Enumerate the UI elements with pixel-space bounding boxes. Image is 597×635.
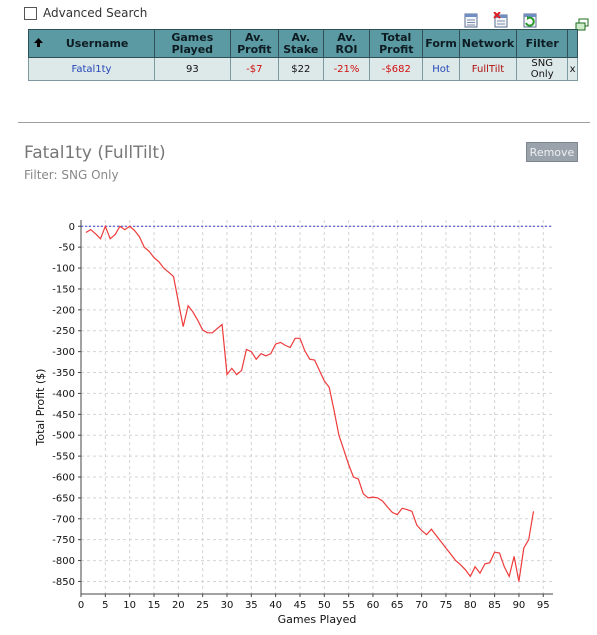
sort-up-icon[interactable]: [33, 37, 44, 51]
x-tick-label: 35: [245, 600, 258, 611]
table-toolbar: [460, 11, 591, 33]
x-tick-label: 95: [537, 600, 550, 611]
delete-icon[interactable]: [493, 11, 509, 28]
y-tick-label: -750: [52, 535, 75, 546]
col-av-stake[interactable]: Av. Stake: [277, 29, 324, 58]
x-tick-label: 75: [440, 600, 453, 611]
y-tick-label: -850: [52, 577, 75, 588]
x-tick-label: 45: [294, 600, 307, 611]
col-games-played[interactable]: Games Played: [153, 29, 231, 58]
cell-total-profit: -$682: [369, 57, 424, 81]
y-tick-label: -50: [59, 243, 75, 254]
y-tick-label: -650: [52, 493, 75, 504]
cell-av-stake: $22: [277, 57, 324, 81]
y-tick-label: -800: [52, 556, 75, 567]
export-icon[interactable]: [463, 12, 479, 28]
y-axis-ticks: 0 -50 -100 -150 -200 -250 -300 -350 -400 -450 -500…: [52, 222, 81, 588]
col-total-profit[interactable]: Total Profit: [369, 29, 424, 58]
stats-table: Username Games Played Av. Profit Av. Sta…: [28, 29, 578, 81]
x-tick-label: 85: [488, 600, 501, 611]
cell-username[interactable]: Fatal1ty: [28, 57, 155, 81]
cell-filter: SNG Only: [516, 57, 569, 81]
x-tick-label: 70: [415, 600, 428, 611]
x-tick-label: 0: [78, 600, 84, 611]
col-remove: [567, 29, 578, 58]
x-tick-label: 25: [196, 600, 209, 611]
col-filter[interactable]: Filter: [516, 29, 569, 58]
y-tick-label: -250: [52, 326, 75, 337]
x-tick-label: 50: [318, 600, 331, 611]
y-tick-label: -550: [52, 452, 75, 463]
x-axis-ticks: 0 5 10 15 20 25 30 35 40 45 50 55 60 65 70 75 80 85 90 95: [78, 594, 550, 611]
col-av-roi[interactable]: Av. ROI: [322, 29, 371, 58]
x-axis-label: Games Played: [278, 613, 357, 626]
series-line-0: [85, 224, 535, 582]
x-tick-label: 5: [102, 600, 108, 611]
x-tick-label: 80: [464, 600, 477, 611]
y-tick-label: -500: [52, 431, 75, 442]
x-tick-label: 90: [513, 600, 526, 611]
refresh-icon[interactable]: [522, 12, 538, 28]
player-title: Fatal1ty (FullTilt): [24, 143, 166, 163]
cell-av-roi: -21%: [322, 57, 371, 81]
x-tick-label: 10: [123, 600, 136, 611]
popout-icon[interactable]: [575, 17, 591, 33]
col-form[interactable]: Form: [422, 29, 460, 58]
remove-row-button[interactable]: x: [567, 57, 578, 81]
y-tick-label: -350: [52, 368, 75, 379]
y-axis-label: Total Profit ($): [34, 369, 47, 447]
x-tick-label: 55: [342, 600, 355, 611]
x-tick-label: 60: [367, 600, 380, 611]
y-tick-label: -600: [52, 472, 75, 483]
section-divider: [18, 122, 590, 123]
chart-grid: [80, 220, 553, 594]
table-header-row: Username Games Played Av. Profit Av. Sta…: [28, 29, 578, 58]
y-tick-label: -150: [52, 284, 75, 295]
remove-button[interactable]: Remove: [526, 142, 578, 162]
y-tick-label: -300: [52, 347, 75, 358]
col-username-label: Username: [65, 36, 129, 50]
x-tick-label: 15: [148, 600, 161, 611]
y-tick-label: -100: [52, 264, 75, 275]
x-tick-label: 30: [221, 600, 234, 611]
profit-chart: 0 -50 -100 -150 -200 -250 -300 -350 -400 -450 -500…: [34, 220, 553, 626]
col-network[interactable]: Network: [458, 29, 518, 58]
y-tick-label: -450: [52, 410, 75, 421]
advanced-search-label: Advanced Search: [43, 6, 148, 20]
cell-games-played: 93: [153, 57, 231, 81]
x-tick-label: 40: [269, 600, 282, 611]
cell-av-profit: -$7: [229, 57, 279, 81]
advanced-search-checkbox[interactable]: [24, 6, 37, 20]
y-tick-label: 0: [69, 222, 75, 233]
y-tick-label: -200: [52, 305, 75, 316]
filter-text: Filter: SNG Only: [24, 168, 119, 182]
cell-network: FullTilt: [458, 57, 518, 81]
col-username[interactable]: Username: [28, 29, 155, 58]
y-tick-label: -400: [52, 389, 75, 400]
chart-plot: [80, 220, 553, 595]
y-tick-label: -700: [52, 514, 75, 525]
cell-form: Hot: [422, 57, 460, 81]
x-tick-label: 20: [172, 600, 185, 611]
x-tick-label: 65: [391, 600, 404, 611]
table-row: Fatal1ty 93 -$7 $22 -21% -$682 Hot FullT…: [28, 57, 578, 81]
col-av-profit[interactable]: Av. Profit: [229, 29, 279, 58]
advanced-search: Advanced Search: [24, 6, 147, 20]
